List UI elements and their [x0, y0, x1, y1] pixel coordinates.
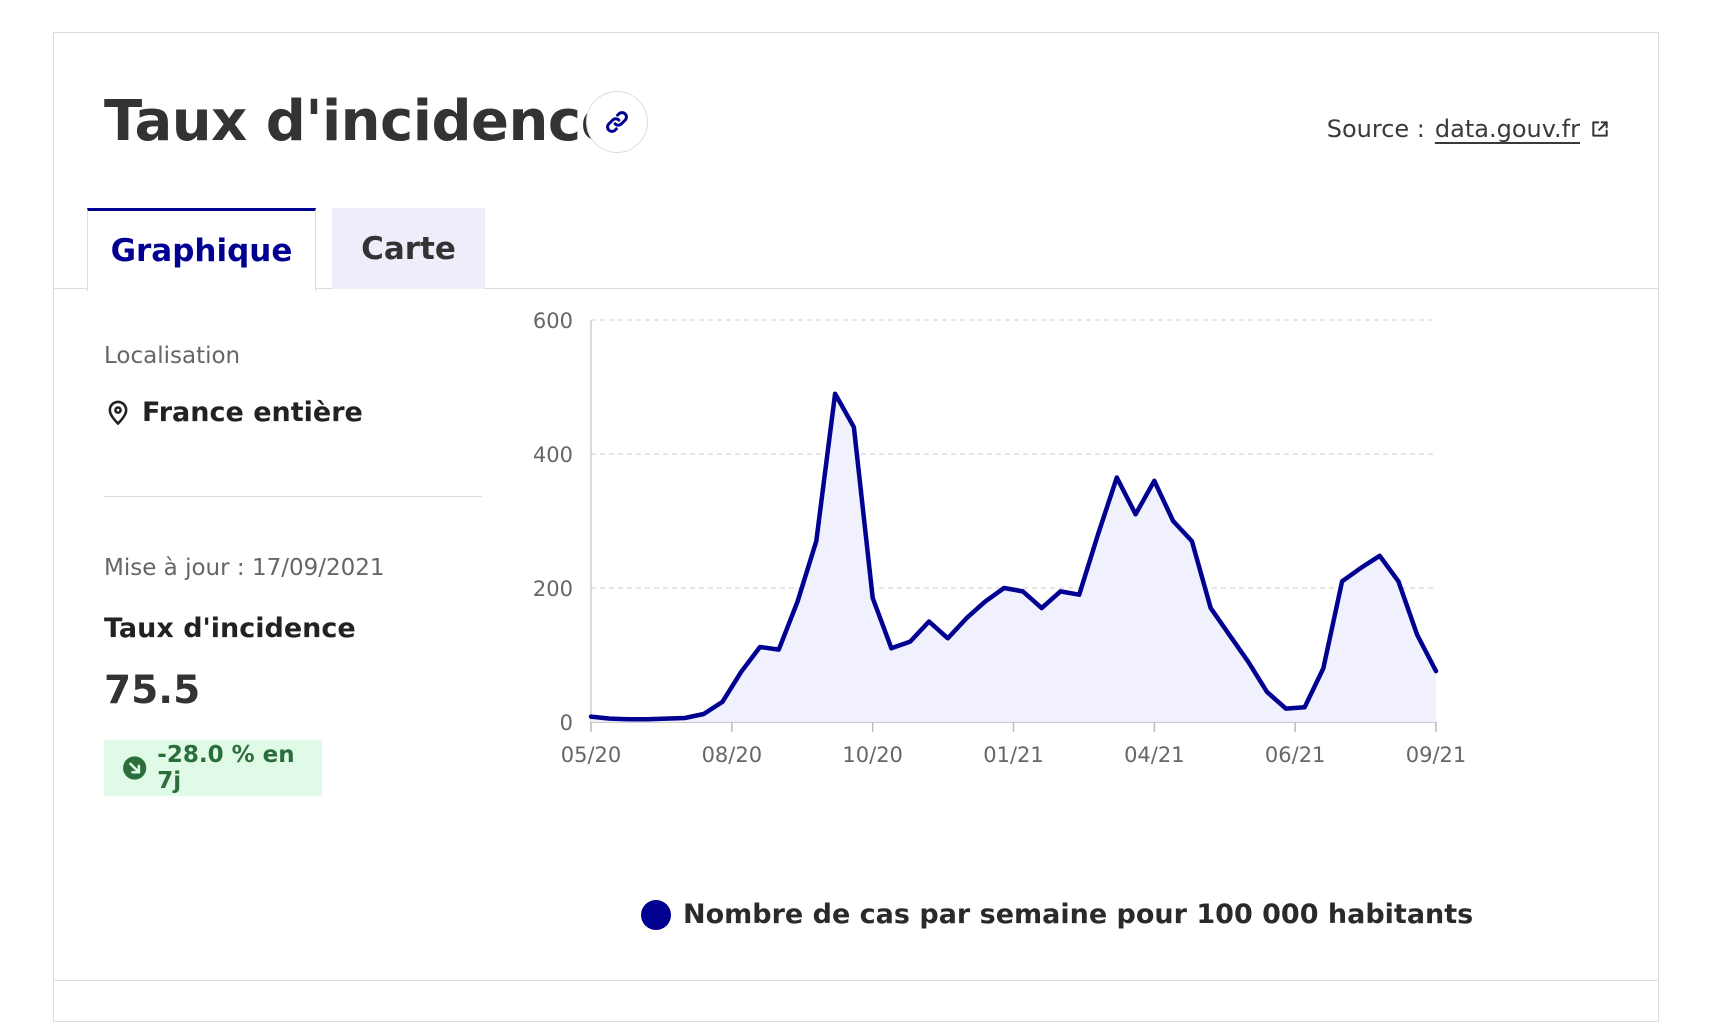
tab-graphique-label: Graphique	[111, 233, 293, 269]
tab-graphique[interactable]: Graphique	[87, 208, 316, 291]
x-tick-label: 04/21	[1124, 743, 1185, 767]
x-tick-label: 05/20	[561, 743, 622, 767]
y-tick-label: 400	[533, 443, 573, 467]
series-area	[591, 394, 1436, 722]
x-tick-label: 08/20	[702, 743, 763, 767]
x-tick-label: 10/20	[842, 743, 903, 767]
incidence-chart: 0 200 400 600 05/20 08/20 10/20 01/21 04/21 06/21…	[54, 33, 1660, 973]
card-footer-divider	[54, 980, 1658, 981]
x-tick-label: 06/21	[1265, 743, 1326, 767]
x-tick-label: 09/21	[1406, 743, 1467, 767]
legend-label: Nombre de cas par semaine pour 100 000 h…	[683, 899, 1473, 930]
legend-marker	[641, 900, 671, 930]
incidence-card: Taux d'incidence Source : data.gouv.fr G…	[53, 32, 1659, 1022]
y-tick-label: 0	[560, 711, 573, 735]
chart-legend: Nombre de cas par semaine pour 100 000 h…	[641, 899, 1473, 930]
y-tick-label: 600	[533, 309, 573, 333]
x-tick-label: 01/21	[983, 743, 1044, 767]
y-tick-label: 200	[533, 577, 573, 601]
